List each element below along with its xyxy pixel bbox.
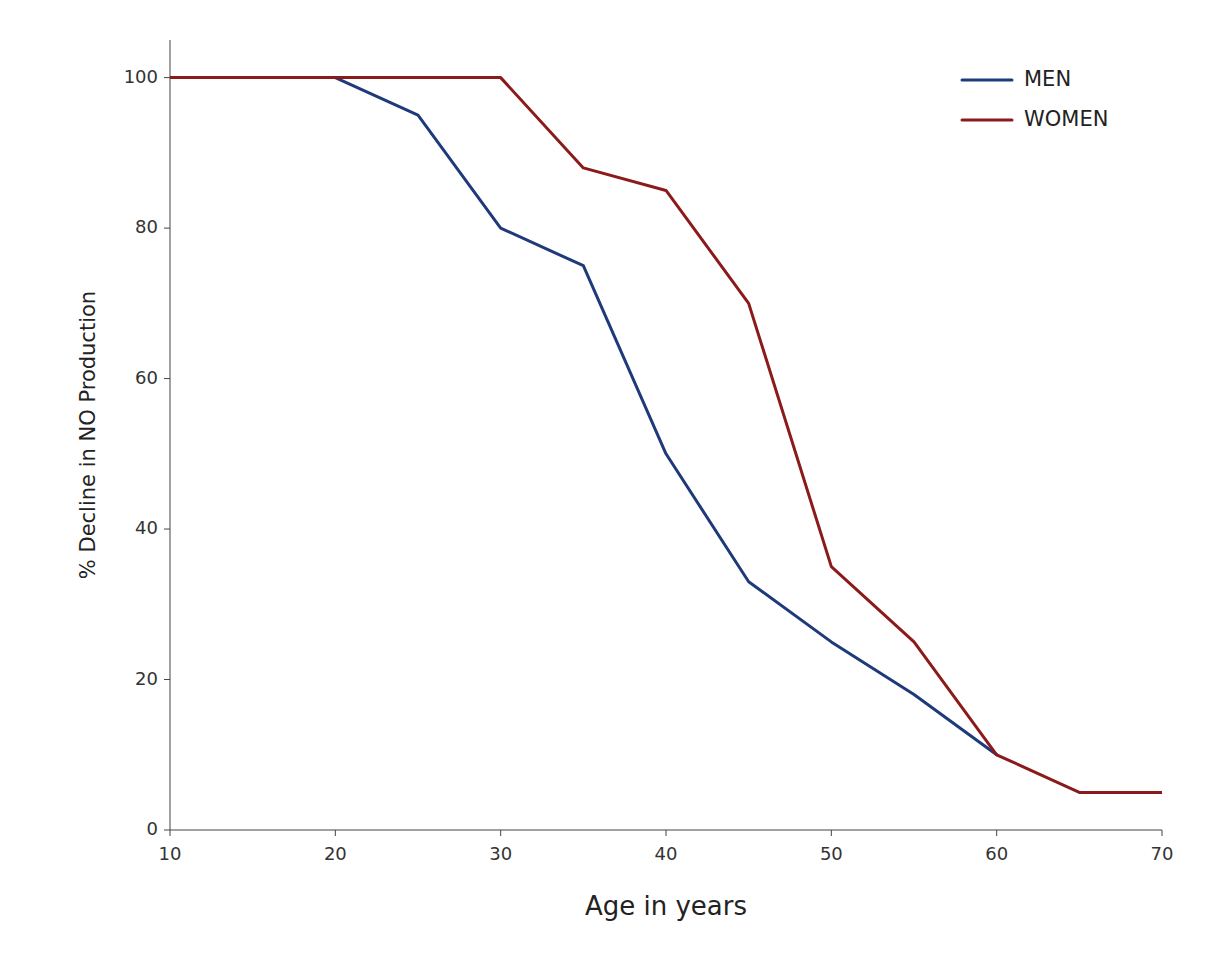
- line-series: [170, 78, 997, 755]
- legend-label: WOMEN: [1024, 107, 1108, 131]
- y-tick: [164, 679, 170, 680]
- y-tick-label: 100: [124, 66, 158, 87]
- legend: MEN WOMEN: [962, 67, 1108, 131]
- legend-swatch: [962, 79, 1012, 82]
- x-tick-label: 60: [985, 843, 1008, 864]
- x-tick-label: 30: [489, 843, 512, 864]
- x-tick: [996, 830, 997, 836]
- axes: 10 20 30 40 50 60 70 0 20 40 60 80 100: [124, 40, 1174, 864]
- x-tick: [500, 830, 501, 836]
- y-tick: [164, 77, 170, 78]
- chart-svg: 10 20 30 40 50 60 70 0 20 40 60 80 100 Age in years % …: [0, 0, 1212, 980]
- y-tick: [164, 830, 170, 831]
- x-tick: [335, 830, 336, 836]
- y-tick: [164, 529, 170, 530]
- y-tick: [164, 228, 170, 229]
- x-tick-label: 20: [324, 843, 347, 864]
- legend-label: MEN: [1024, 67, 1071, 91]
- x-tick: [666, 830, 667, 836]
- y-axis-label: % Decline in NO Production: [76, 291, 100, 579]
- x-tick: [170, 830, 171, 836]
- x-tick-label: 50: [820, 843, 843, 864]
- y-tick-label: 0: [147, 818, 158, 839]
- x-tick-label: 10: [159, 843, 182, 864]
- x-tick-label: 70: [1151, 843, 1174, 864]
- y-tick-label: 20: [135, 668, 158, 689]
- line-series: [170, 78, 1162, 793]
- lines: [170, 78, 1162, 793]
- y-tick-label: 40: [135, 517, 158, 538]
- x-tick: [1162, 830, 1163, 836]
- y-tick-label: 80: [135, 216, 158, 237]
- x-tick: [831, 830, 832, 836]
- chart-container: 10 20 30 40 50 60 70 0 20 40 60 80 100 Age in years % …: [0, 0, 1212, 980]
- y-tick-label: 60: [135, 367, 158, 388]
- x-tick-label: 40: [655, 843, 678, 864]
- legend-swatch: [962, 119, 1012, 122]
- y-tick: [164, 378, 170, 379]
- y-axis-line: [170, 40, 171, 830]
- x-axis-label: Age in years: [585, 891, 747, 921]
